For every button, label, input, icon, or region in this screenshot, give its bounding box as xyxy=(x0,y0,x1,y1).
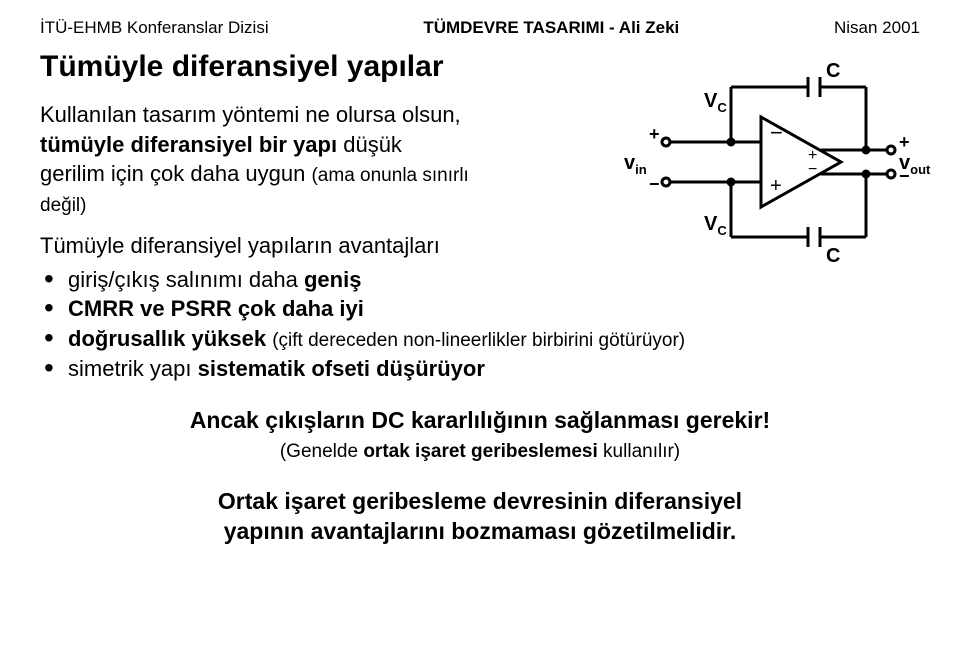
list-item: simetrik yapı sistematik ofseti düşürüyo… xyxy=(44,354,920,384)
bullet-text: giriş/çıkış salınımı daha xyxy=(68,267,304,292)
conclusion-1b: çıkışların DC kararlılığının sağlanması … xyxy=(265,407,770,433)
header-right: Nisan 2001 xyxy=(834,18,920,38)
conclusion-2a: (Genelde xyxy=(280,441,363,462)
conclusion-2b: ortak işaret geribeslemesi xyxy=(363,441,597,462)
vc-top-label: V xyxy=(704,90,718,112)
circuit-diagram: − + + − + − + − VC VC vin vout C C xyxy=(616,52,936,272)
bullet-small: (çift dereceden non-lineerlikler birbiri… xyxy=(272,330,685,351)
advantages-list: giriş/çıkış salınımı daha geniş CMRR ve … xyxy=(44,265,920,384)
bullet-bold: CMRR ve PSRR çok daha iyi xyxy=(68,296,364,321)
cap-bot-label: C xyxy=(826,245,840,267)
svg-text:−: − xyxy=(808,161,817,178)
conclusion-line2: (Genelde ortak işaret geribeslemesi kull… xyxy=(40,435,920,465)
bullet-bold: geniş xyxy=(304,267,361,292)
svg-text:vout: vout xyxy=(899,152,931,177)
header-left: İTÜ-EHMB Konferanslar Dizisi xyxy=(40,18,269,38)
conclusion-2c: kullanılır) xyxy=(598,441,680,462)
svg-text:+: + xyxy=(770,175,782,197)
conclusion-block: Ancak çıkışların DC kararlılığının sağla… xyxy=(40,406,920,548)
conclusion-1a: Ancak xyxy=(190,407,265,433)
intro-line2-tail: düşük xyxy=(337,132,402,157)
page-header: İTÜ-EHMB Konferanslar Dizisi TÜMDEVRE TA… xyxy=(40,18,920,38)
svg-text:VC: VC xyxy=(704,213,727,238)
cap-top-label: C xyxy=(826,60,840,82)
header-center: TÜMDEVRE TASARIMI - Ali Zeki xyxy=(423,18,679,38)
conclusion-line4: yapının avantajlarını bozmaması gözetilm… xyxy=(40,517,920,547)
vc-bot-label: V xyxy=(704,213,718,235)
conclusion-line1: Ancak çıkışların DC kararlılığının sağla… xyxy=(40,406,920,436)
vc-bot-sub: C xyxy=(717,223,727,238)
svg-text:VC: VC xyxy=(704,90,727,115)
intro-line2-bold: tümüyle diferansiyel bir yapı xyxy=(40,132,337,157)
svg-text:−: − xyxy=(649,174,660,194)
vout-sub: out xyxy=(910,162,931,177)
list-item: CMRR ve PSRR çok daha iyi xyxy=(44,294,920,324)
vc-top-sub: C xyxy=(717,100,727,115)
bullet-bold: doğrusallık yüksek xyxy=(68,326,272,351)
intro-line1: Kullanılan tasarım yöntemi ne olursa ols… xyxy=(40,102,461,127)
svg-text:vin: vin xyxy=(624,152,647,177)
list-item: doğrusallık yüksek (çift dereceden non-l… xyxy=(44,324,920,354)
intro-paragraph: Kullanılan tasarım yöntemi ne olursa ols… xyxy=(40,100,630,219)
bullet-text: simetrik yapı xyxy=(68,356,198,381)
vin-sub: in xyxy=(635,162,647,177)
intro-line4-small: değil) xyxy=(40,195,86,216)
intro-line3-small: (ama onunla sınırlı xyxy=(311,165,468,186)
intro-line3-head: gerilim için çok daha uygun xyxy=(40,161,311,186)
svg-text:+: + xyxy=(649,124,660,144)
svg-text:+: + xyxy=(899,132,910,152)
bullet-bold: sistematik ofseti düşürüyor xyxy=(198,356,485,381)
conclusion-line3: Ortak işaret geribesleme devresinin dife… xyxy=(40,487,920,517)
svg-text:−: − xyxy=(770,120,783,145)
